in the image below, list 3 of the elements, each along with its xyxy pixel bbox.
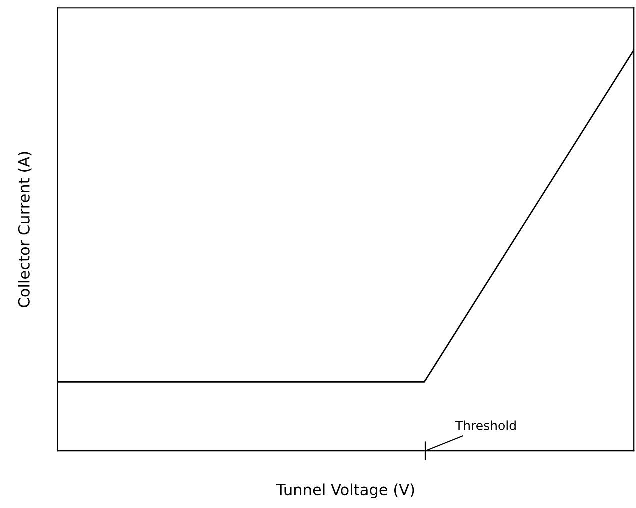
x-axis-title: Tunnel Voltage (V) — [276, 484, 414, 499]
y-axis-title: Collector Current (A) — [18, 152, 32, 308]
annotation: Threshold — [455, 420, 516, 430]
